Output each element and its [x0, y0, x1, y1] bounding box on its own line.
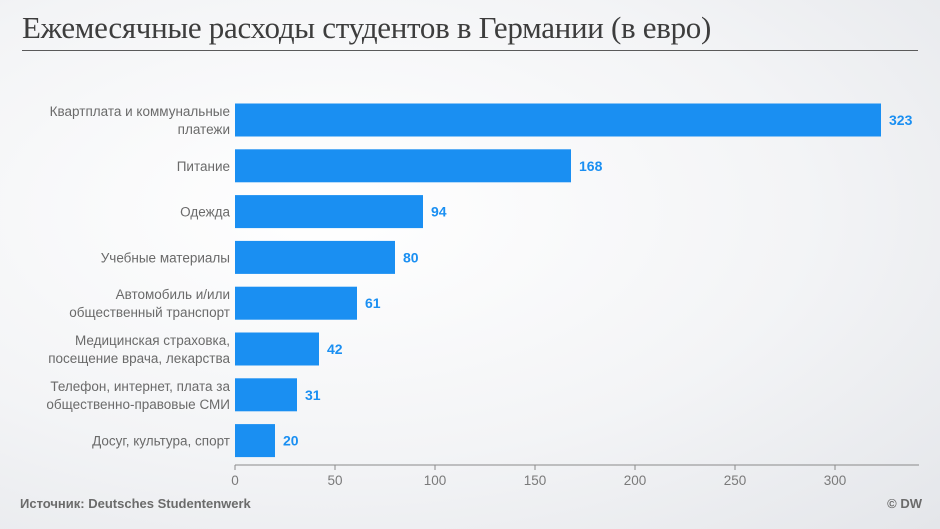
category-label-2: Одежда	[180, 205, 230, 220]
value-label-7: 20	[283, 433, 299, 449]
category-label-4-line-0: Автомобиль и/или	[116, 287, 230, 302]
bar-3	[235, 240, 395, 274]
x-tick-label-5: 250	[724, 473, 747, 488]
value-label-4: 61	[365, 295, 381, 311]
category-label-1: Питание	[177, 159, 230, 174]
value-label-5: 42	[327, 341, 343, 357]
value-label-6: 31	[305, 387, 321, 403]
x-tick-label-6: 300	[824, 473, 847, 488]
value-label-3: 80	[403, 249, 419, 265]
bar-2	[235, 195, 423, 229]
x-tick-label-1: 50	[327, 473, 342, 488]
bar-0	[235, 103, 881, 137]
value-label-0: 323	[889, 112, 913, 128]
category-label-6-line-1: общественно-правовые СМИ	[46, 397, 230, 412]
value-label-2: 94	[431, 204, 447, 220]
x-tick-label-4: 200	[624, 473, 647, 488]
category-label-5-line-1: посещение врача, лекарства	[48, 351, 230, 366]
bar-1	[235, 149, 571, 183]
category-label-7: Досуг, культура, спорт	[92, 434, 230, 449]
category-label-5-line-0: Медицинская страховка,	[75, 333, 230, 348]
category-label-6-line-0: Телефон, интернет, плата за	[50, 379, 230, 394]
category-label-4-line-1: общественный транспорт	[69, 305, 230, 320]
title-divider	[22, 50, 918, 51]
chart-title: Ежемесячные расходы студентов в Германии…	[22, 10, 712, 45]
bar-6	[235, 378, 297, 412]
x-tick-label-0: 0	[231, 473, 239, 488]
x-tick-label-2: 100	[424, 473, 447, 488]
bar-4	[235, 286, 357, 320]
category-label-3: Учебные материалы	[101, 250, 230, 265]
category-label-0-line-1: платежи	[178, 122, 230, 137]
brand-mark: © DW	[887, 496, 922, 511]
x-tick-label-3: 150	[524, 473, 547, 488]
value-label-1: 168	[579, 158, 603, 174]
bar-5	[235, 332, 319, 366]
category-label-0-line-0: Квартплата и коммунальные	[50, 104, 230, 119]
bar-7	[235, 424, 275, 458]
source-note: Источник: Deutsches Studentenwerk	[20, 496, 251, 511]
